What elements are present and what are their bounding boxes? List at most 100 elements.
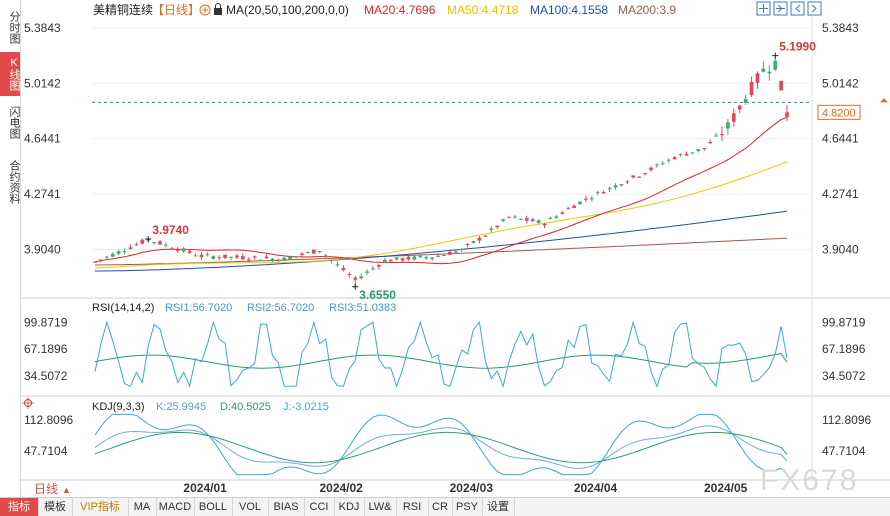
zoom-out-icon[interactable] [773,1,788,16]
rsi2-value: RSI2:56.7020 [247,302,314,314]
rsi1-value: RSI1:56.7020 [165,302,232,314]
candle-body [134,244,139,246]
indicator-tab-2[interactable]: VIP指标 [72,498,129,516]
candle-body [418,255,423,258]
candle-body [595,192,600,194]
candle [755,71,760,89]
candle-body [660,163,665,165]
indicator-tab-6[interactable]: VOL [232,498,269,516]
candle [708,139,712,144]
indicator-tab-13[interactable]: PSY [452,498,483,516]
candle-body [140,239,145,244]
candle [436,253,440,257]
candle [524,215,529,224]
price-tick-left: 4.6441 [24,132,61,146]
kline-chart[interactable]: 美精铜连续 【日线】 MA(20,50,100,200,0,0) MA20:4.… [20,0,890,497]
candle [276,258,281,262]
candle-body [199,254,204,258]
candle-body [637,176,641,178]
candle [542,222,547,229]
indicator-tab-4[interactable]: MACD [156,498,195,516]
candle-body [536,220,541,223]
zoom-in-icon[interactable] [756,1,771,16]
candle-body [412,256,417,260]
indicator-tab-8[interactable]: CCI [304,498,335,516]
indicator-tab-3[interactable]: MA [128,498,157,516]
candle [672,156,677,160]
crosshair-icon[interactable] [22,397,34,409]
tab-kline-chart[interactable]: K线图 [0,52,20,96]
current-price-label: 4.8200 [822,107,856,119]
candle-body [181,248,186,252]
indicator-tab-0[interactable]: 指标 [0,498,39,516]
lock-icon[interactable] [214,3,222,16]
candle [116,249,121,256]
candle-body [436,255,440,257]
candle-body [217,257,222,259]
candle-body [643,173,647,175]
tab-time-chart[interactable]: 分时图 [0,6,20,48]
indicator-tab-14[interactable]: 设置 [482,498,515,516]
x-axis-tick: 2024/01 [183,481,227,495]
period-selector[interactable]: 日线 ▲ [34,482,71,496]
indicator-tab-11[interactable]: RSI [396,498,429,516]
candle [258,259,263,261]
candle-body [205,254,210,256]
candle [93,261,97,263]
candle [495,225,500,230]
candle [377,263,381,270]
indicator-tab-7[interactable]: BIAS [268,498,305,516]
candle-body [619,184,624,186]
candle [584,195,588,203]
indicator-tab-9[interactable]: KDJ [334,498,365,516]
candle-body [193,255,198,257]
left-view-sidebar: 分时图 K线图 闪电图 合约资料 [0,0,21,497]
candle [767,65,772,81]
candle-body [743,98,748,103]
rsi-tick-right: 99.8719 [822,315,866,329]
move-right-icon[interactable] [807,1,822,16]
kdj-tick-left: 112.8096 [24,413,73,427]
candle-body [749,81,754,96]
candle-body [235,255,239,258]
add-circle-icon[interactable] [199,4,211,16]
ma50-value: MA50:4.4718 [447,3,519,17]
candle [548,216,553,220]
candle-body [477,237,482,241]
candle [365,269,369,276]
candle [430,257,434,262]
tab-flash-chart[interactable]: 闪电图 [0,100,20,144]
tab-contract-info-label: 合约资料 [8,160,20,204]
candle [448,249,452,255]
candle [590,195,594,203]
candle-body [767,71,772,74]
candle [761,61,766,73]
candle-body [649,167,653,171]
indicator-tab-12[interactable]: CR [428,498,453,516]
candle-body [93,261,97,263]
candle-body [152,242,156,244]
candle-body [607,187,612,190]
candle-body [548,218,553,220]
candle [483,234,488,237]
candle [170,246,174,250]
ma20-line [94,116,788,265]
indicator-tab-10[interactable]: LW& [364,498,397,516]
candle-body [625,181,630,183]
candle [388,258,393,262]
x-axis-tick: 2024/04 [574,481,618,495]
indicator-tab-1[interactable]: 模板 [38,498,73,516]
kdj-label: KDJ(9,3,3) [92,401,145,413]
candle [785,104,789,122]
indicator-tab-5[interactable]: BOLL [194,498,233,516]
price-tick-left: 5.3843 [24,21,61,35]
candle [341,265,346,272]
candle [619,183,624,187]
candle [359,273,363,280]
tab-contract-info[interactable]: 合约资料 [0,152,20,212]
candle-body [264,256,269,259]
candle [666,158,671,164]
candle [702,147,707,151]
candle [300,252,304,258]
move-left-icon[interactable] [790,1,805,16]
